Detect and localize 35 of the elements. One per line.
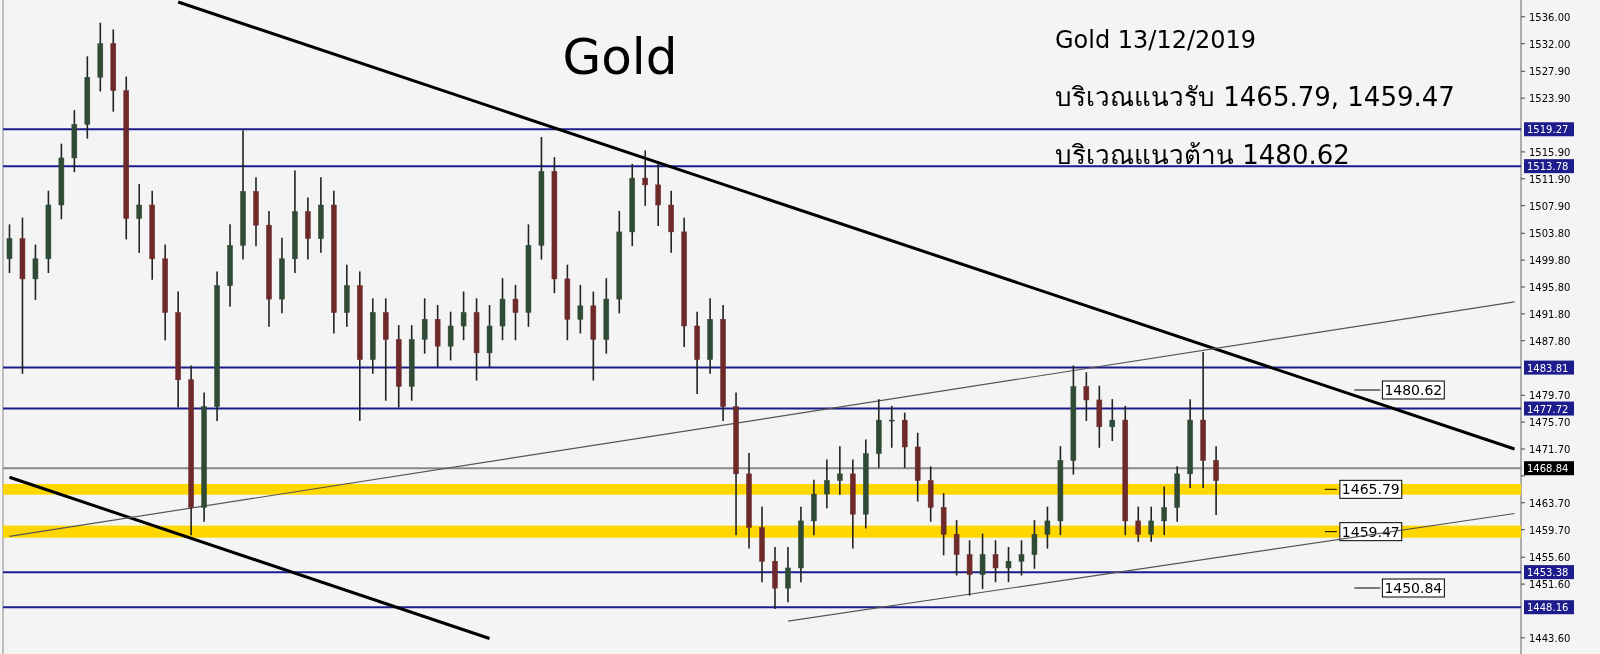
y-tick-label: 1503.80 [1529, 228, 1571, 240]
y-tick-label: 1515.90 [1529, 146, 1571, 158]
y-tick-label: 1527.90 [1529, 66, 1571, 78]
annotation: Gold 13/12/2019 [1055, 26, 1257, 54]
ref-line-label: 1477.72 [1527, 403, 1569, 415]
y-tick-label: 1487.80 [1529, 335, 1571, 347]
annotation: บริเวณแนวรับ 1465.79, 1459.47 [1055, 82, 1455, 112]
ref-line-label: 1483.81 [1527, 362, 1569, 374]
y-tick-label: 1523.90 [1529, 93, 1571, 105]
ref-line-label: 1519.27 [1527, 124, 1569, 136]
y-tick-label: 1532.00 [1529, 38, 1571, 50]
y-tick-label: 1459.70 [1529, 524, 1571, 536]
y-tick-label: 1463.70 [1529, 497, 1571, 509]
y-tick-label: 1491.80 [1529, 308, 1571, 320]
y-tick-label: 1455.60 [1529, 552, 1571, 564]
y-tick-label: 1536.00 [1529, 11, 1571, 23]
y-tick-label: 1499.80 [1529, 255, 1571, 267]
annotation: 1480.62 [1384, 382, 1443, 398]
band-label: 1459.47 [1341, 523, 1400, 540]
y-tick-label: 1475.70 [1529, 417, 1571, 429]
annotation: 1450.84 [1384, 580, 1443, 596]
y-tick-label: 1443.60 [1529, 632, 1571, 644]
text: Gold [562, 28, 678, 86]
y-tick-label: 1479.70 [1529, 390, 1571, 402]
ref-line-label: 1513.78 [1527, 161, 1569, 173]
ref-line-label: 1468.84 [1527, 463, 1569, 475]
y-tick-label: 1471.70 [1529, 443, 1571, 455]
y-tick-label: 1495.80 [1529, 282, 1571, 294]
y-tick-label: 1507.90 [1529, 200, 1571, 212]
band-label: 1465.79 [1341, 481, 1400, 498]
y-tick-label: 1511.90 [1529, 173, 1571, 185]
y-tick-label: 1451.60 [1529, 579, 1571, 591]
annotation: บริเวณแนวต้าน 1480.62 [1055, 140, 1350, 170]
ref-line-label: 1448.16 [1527, 602, 1569, 614]
ref-line-label: 1453.38 [1527, 567, 1569, 579]
